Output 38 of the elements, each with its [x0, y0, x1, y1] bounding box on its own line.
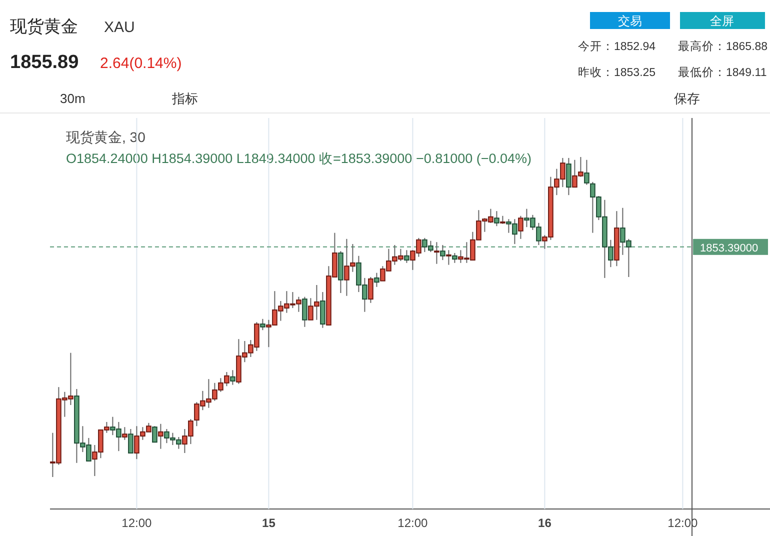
candlestick [158, 423, 164, 450]
candlestick [230, 370, 236, 386]
text: 保存 [674, 91, 700, 106]
candlestick [122, 426, 128, 440]
x-tick-label: 12:00 [122, 516, 152, 530]
text: 30m [60, 91, 86, 106]
candlestick [374, 272, 380, 288]
text: 2.64(0.14%) [100, 55, 182, 72]
text: 今开：1852.94 [578, 40, 656, 53]
x-tick-label: 16 [538, 516, 552, 530]
chart-subtitle: XAU [104, 19, 135, 36]
candlestick [260, 318, 266, 331]
candlestick [152, 426, 158, 443]
text: 指标 [171, 91, 198, 106]
text: 1855.89 [10, 52, 79, 73]
candlestick [434, 242, 440, 264]
candlestick [368, 276, 374, 304]
text: 交易 [618, 14, 642, 28]
candlestick [404, 250, 410, 264]
text: 现货黄金, 30 [66, 129, 146, 145]
text: 最低价：1849.11 [678, 66, 767, 79]
text: 最高价：1865.88 [678, 39, 768, 53]
x-tick-label: 15 [262, 516, 276, 530]
text: 全屏 [710, 14, 734, 28]
annotation: O1854.24000 H1854.39000 L1849.34000 收=1853.39000 −0.81000 (−0.04%) [66, 151, 532, 166]
candlestick [494, 210, 500, 227]
candlestick [320, 292, 326, 328]
candlestick [584, 159, 590, 186]
candlestick [452, 252, 458, 264]
candlestick [518, 215, 524, 240]
candlestick [446, 250, 452, 266]
candlestick [128, 428, 134, 454]
text: 1853.39000 [700, 242, 758, 254]
x-tick-label: 12:00 [398, 516, 428, 530]
candlestick [566, 157, 572, 196]
chart-title: 现货黄金 [10, 17, 78, 36]
candlestick [302, 296, 308, 328]
text: 昨收：1853.25 [578, 66, 656, 79]
